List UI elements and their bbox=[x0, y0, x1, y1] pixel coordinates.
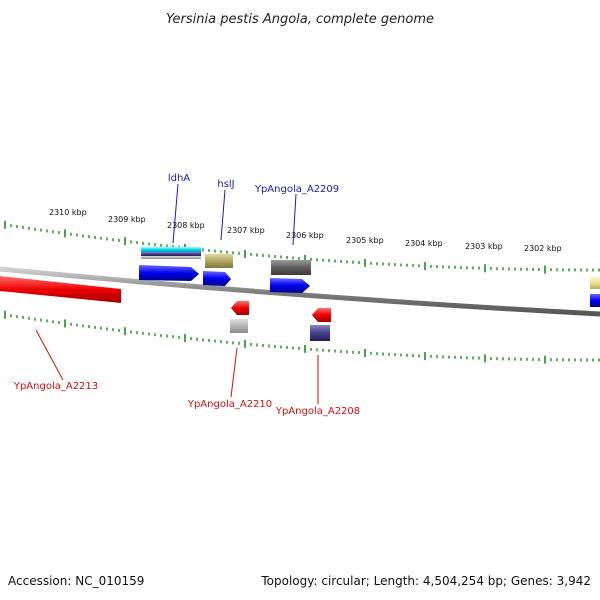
gene-label-ldhA[interactable]: ldhA bbox=[168, 173, 190, 184]
forward-strand-features bbox=[139, 247, 600, 307]
gene-label-YpAngola_A2210[interactable]: YpAngola_A2210 bbox=[187, 399, 272, 410]
gene-feature-lightgray-small[interactable] bbox=[230, 319, 248, 333]
gene-label-hslJ[interactable]: hslJ bbox=[217, 179, 234, 190]
ruler-label: 2310 kbp bbox=[49, 208, 87, 217]
genome-summary-text: Topology: circular; Length: 4,504,254 bp… bbox=[261, 574, 591, 588]
gene-feature-khaki[interactable] bbox=[205, 254, 233, 268]
ruler-ticks-inner bbox=[4, 310, 600, 364]
ruler-label: 2305 kbp bbox=[346, 236, 384, 245]
gene-label-YpAngola_A2208[interactable]: YpAngola_A2208 bbox=[275, 406, 360, 417]
gene-arrow-YpAngola_A2210[interactable] bbox=[231, 301, 249, 315]
callout-lines bbox=[35, 183, 319, 404]
genome-backbone bbox=[0, 266, 600, 317]
ruler-label: 2309 kbp bbox=[108, 215, 146, 224]
ruler-label: 2307 kbp bbox=[227, 226, 265, 235]
gene-arrow-YpAngola_A2209[interactable] bbox=[270, 278, 310, 293]
ruler-label: 2308 kbp bbox=[167, 221, 205, 230]
gene-arrow-YpAngola_A2213[interactable] bbox=[0, 276, 121, 303]
gene-arrow-hslJ[interactable] bbox=[203, 271, 231, 286]
map-title: Yersinia pestis Angola, complete genome bbox=[166, 12, 434, 27]
ruler-label: 2306 kbp bbox=[286, 231, 324, 240]
gene-feature-lightgray[interactable] bbox=[141, 256, 201, 259]
gene-arrow-YpAngola_A2208[interactable] bbox=[312, 308, 331, 322]
gene-label-YpAngola_A2209[interactable]: YpAngola_A2209 bbox=[254, 184, 339, 195]
ruler-label: 2303 kbp bbox=[465, 242, 503, 251]
gene-arrow-ldhA[interactable] bbox=[139, 265, 199, 281]
ruler-label: 2304 kbp bbox=[405, 239, 443, 248]
ruler-label: 2302 kbp bbox=[524, 244, 562, 253]
accession-text: Accession: NC_010159 bbox=[8, 574, 145, 588]
gene-feature-blue-edge[interactable] bbox=[590, 294, 600, 307]
ruler-ticks-outer bbox=[4, 220, 600, 274]
reverse-strand-features bbox=[0, 276, 331, 341]
gene-feature-gray[interactable] bbox=[271, 260, 311, 275]
gene-feature-navy[interactable] bbox=[141, 252, 201, 256]
gene-feature-navy-small[interactable] bbox=[310, 325, 330, 341]
gene-label-YpAngola_A2213[interactable]: YpAngola_A2213 bbox=[13, 381, 98, 392]
gene-feature-cyan[interactable] bbox=[141, 247, 201, 252]
gene-feature-paleyellow[interactable] bbox=[590, 277, 600, 289]
